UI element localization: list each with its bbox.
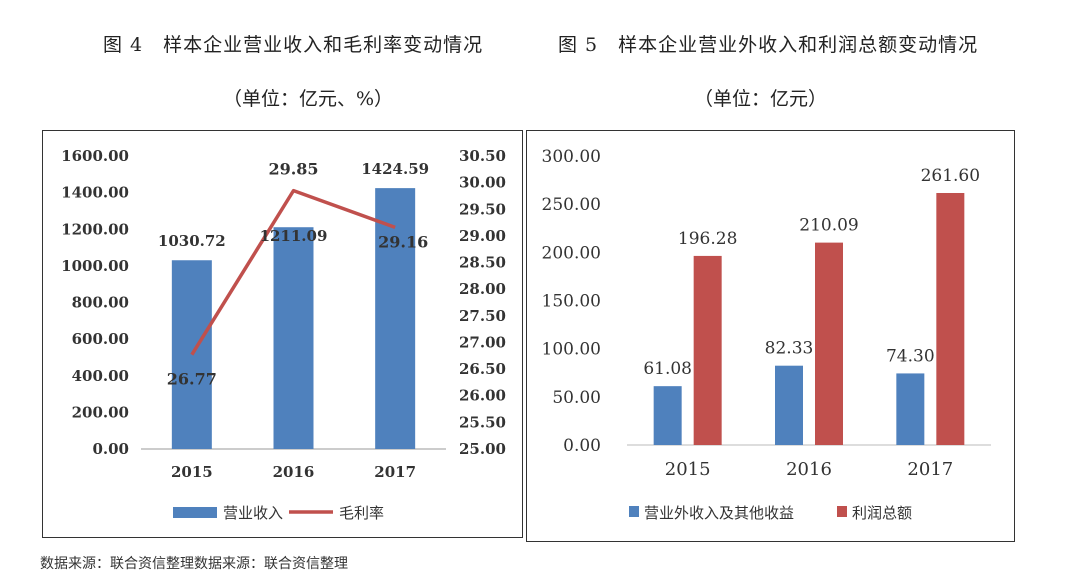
y-right-tick-label: 26.00: [459, 387, 506, 405]
legend-swatch-nonoperating-income: [629, 506, 639, 517]
y-tick-label: 50.00: [552, 388, 601, 408]
chart-1-svg: 0.00 200.00 400.00 600.00 800.00 1000.00 1200.…: [61, 147, 506, 522]
bar-total-profit: [936, 192, 965, 445]
y-tick-label: 300.00: [542, 147, 601, 167]
x-tick-label: 2016: [273, 463, 315, 481]
bar-data-label: 196.28: [678, 229, 737, 249]
line-data-label: 26.77: [167, 370, 217, 389]
line-data-label: 29.16: [378, 232, 428, 251]
x-tick-label: 2017: [374, 463, 416, 481]
bar-data-label: 74.30: [886, 346, 935, 366]
bar-data-label: 210.09: [799, 216, 858, 236]
y-left-tick-label: 1000.00: [61, 257, 129, 275]
source-note: 数据来源：联合资信整理数据来源：联合资信整理: [40, 556, 348, 572]
bar-revenue: [273, 227, 314, 449]
x-tick-label: 2015: [171, 463, 213, 481]
y-tick-label: 100.00: [542, 340, 601, 360]
bar-data-label: 1211.09: [260, 227, 328, 245]
line-data-label: 29.85: [268, 160, 318, 179]
bar-total-profit: [693, 255, 722, 445]
y-right-tick-label: 30.00: [459, 174, 506, 192]
y-tick-label: 150.00: [542, 292, 601, 312]
chart-2-title: 图 5 样本企业营业外收入和利润总额变动情况: [558, 34, 979, 56]
y-tick-label: 250.00: [542, 195, 601, 215]
legend-label-nonoperating-income: 营业外收入及其他收益: [644, 504, 794, 522]
legend-label-total-profit: 利润总额: [852, 504, 912, 522]
y-right-tick-label: 25.50: [459, 413, 506, 431]
bar-nonoperating-income: [896, 373, 925, 445]
chart-1-panel: 0.00 200.00 400.00 600.00 800.00 1000.00 1200.…: [42, 130, 523, 538]
chart-2-svg: 0.00 50.00 100.00 150.00 200.00 250.00 300.00 2…: [542, 147, 991, 522]
y-tick-label: 0.00: [563, 436, 601, 456]
bar-nonoperating-income: [775, 365, 803, 445]
chart-1-subtitle: （单位：亿元、%）: [223, 88, 394, 110]
bar-data-label: 261.60: [921, 166, 980, 186]
bar-data-label: 61.08: [643, 359, 692, 379]
y-left-tick-label: 1400.00: [61, 184, 129, 202]
chart-1-title: 图 4 样本企业营业收入和毛利率变动情况: [103, 34, 484, 56]
y-left-tick-label: 0.00: [92, 440, 129, 458]
y-right-tick-label: 27.50: [459, 307, 506, 325]
y-left-tick-label: 1600.00: [61, 147, 129, 165]
bar-data-label: 82.33: [765, 339, 814, 359]
y-tick-label: 200.00: [542, 243, 601, 263]
y-right-tick-label: 28.00: [459, 280, 506, 298]
x-tick-label: 2015: [665, 459, 711, 480]
y-right-tick-label: 29.00: [459, 227, 506, 245]
x-tick-label: 2017: [907, 459, 953, 480]
bar-total-profit: [815, 242, 843, 445]
bar-revenue: [375, 188, 416, 449]
chart-2-panel: 0.00 50.00 100.00 150.00 200.00 250.00 300.00 2…: [526, 130, 1015, 542]
y-right-tick-label: 28.50: [459, 254, 506, 272]
y-right-tick-label: 25.00: [459, 440, 506, 458]
y-right-tick-label: 29.50: [459, 200, 506, 218]
y-right-tick-label: 30.50: [459, 147, 506, 165]
y-right-tick-label: 26.50: [459, 360, 506, 378]
y-left-tick-label: 1200.00: [61, 220, 129, 238]
x-tick-label: 2016: [786, 459, 832, 480]
y-right-tick-label: 27.00: [459, 333, 506, 351]
bar-nonoperating-income: [653, 386, 682, 445]
bar-data-label: 1030.72: [158, 232, 226, 250]
y-left-tick-label: 600.00: [72, 330, 129, 348]
y-left-tick-label: 400.00: [72, 367, 129, 385]
legend-label-margin: 毛利率: [339, 504, 384, 522]
chart-2-subtitle: （单位：亿元）: [694, 88, 828, 110]
series-line-margin: [190, 188, 396, 356]
legend-swatch-revenue: [173, 507, 217, 518]
legend-label-revenue: 营业收入: [223, 504, 283, 522]
y-left-tick-label: 800.00: [72, 294, 129, 312]
legend-swatch-total-profit: [837, 506, 847, 517]
bar-data-label: 1424.59: [361, 160, 429, 178]
y-left-tick-label: 200.00: [72, 403, 129, 421]
